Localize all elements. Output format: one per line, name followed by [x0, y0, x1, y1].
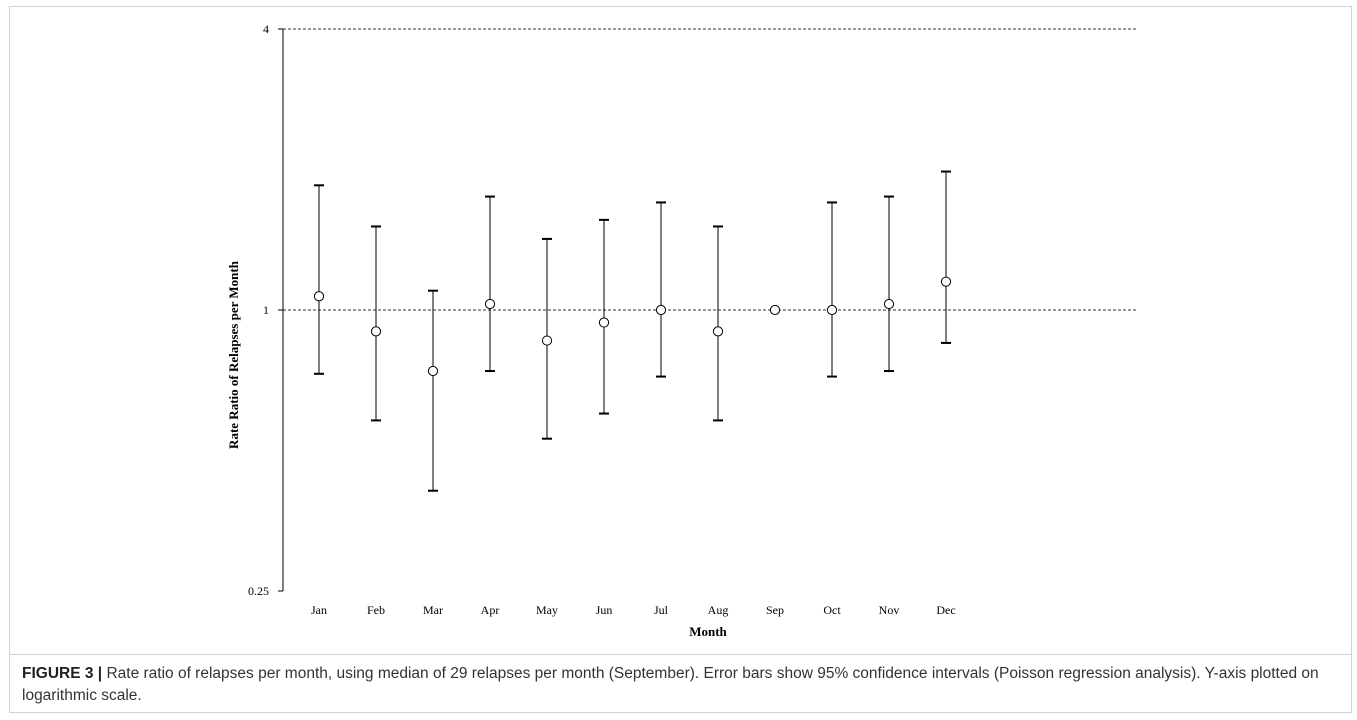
- x-tick-label: Jul: [654, 603, 669, 617]
- y-tick-label: 4: [263, 22, 269, 36]
- data-point: [883, 298, 895, 310]
- x-tick-label: Sep: [766, 603, 784, 617]
- x-tick-label: Aug: [708, 603, 729, 617]
- x-tick-label: May: [536, 603, 558, 617]
- data-point: [370, 326, 382, 337]
- error-bar: [599, 218, 609, 415]
- error-bar: [314, 184, 324, 375]
- x-tick-label: Apr: [481, 603, 500, 617]
- figure-frame: [9, 6, 1352, 713]
- figure-label: FIGURE 3 |: [22, 665, 103, 682]
- rate-ratio-chart: 0.25 1 4 Jan Feb Mar Apr May Jun Jul Aug Sep Oct Nov…: [226, 22, 1137, 639]
- x-tick-label: Nov: [879, 603, 900, 617]
- y-tick-label: 0.25: [248, 584, 269, 598]
- x-tick-label: Dec: [936, 603, 955, 617]
- figure-caption: FIGURE 3 | Rate ratio of relapses per mo…: [22, 663, 1332, 707]
- x-tick-label: Jun: [596, 603, 613, 617]
- reference-lines: [283, 28, 1137, 311]
- x-tick-label: Feb: [367, 603, 385, 617]
- data-point: [940, 276, 952, 287]
- y-tick-label: 1: [263, 303, 269, 317]
- data-point: [313, 291, 325, 302]
- y-axis-title: Rate Ratio of Relapses per Month: [226, 260, 241, 449]
- x-tick-label: Oct: [823, 603, 841, 617]
- data-point: [541, 335, 553, 346]
- figure-caption-text: Rate ratio of relapses per month, using …: [22, 665, 1319, 704]
- error-bar: [485, 195, 495, 373]
- y-axis-ticks: 0.25 1 4: [248, 22, 283, 598]
- error-bar: [827, 201, 837, 378]
- error-bar: [884, 195, 894, 373]
- x-axis-title: Month: [689, 624, 727, 639]
- data-point: [826, 304, 838, 316]
- caption-divider: [9, 654, 1352, 655]
- data-point: [655, 304, 667, 316]
- error-bar: [656, 201, 666, 378]
- data-point: [484, 298, 496, 310]
- data-point: [427, 365, 439, 377]
- data-point: [712, 326, 724, 337]
- error-bar: [941, 170, 951, 344]
- data-points: [313, 276, 952, 377]
- data-point: [769, 304, 781, 316]
- x-tick-label: Jan: [311, 603, 327, 617]
- error-bar: [713, 225, 723, 422]
- x-tick-label: Mar: [423, 603, 443, 617]
- x-tick-labels: Jan Feb Mar Apr May Jun Jul Aug Sep Oct Nov Dec: [311, 603, 956, 617]
- data-point: [598, 317, 610, 328]
- error-bars: [314, 170, 951, 492]
- error-bar: [428, 289, 438, 492]
- error-bar: [371, 225, 381, 422]
